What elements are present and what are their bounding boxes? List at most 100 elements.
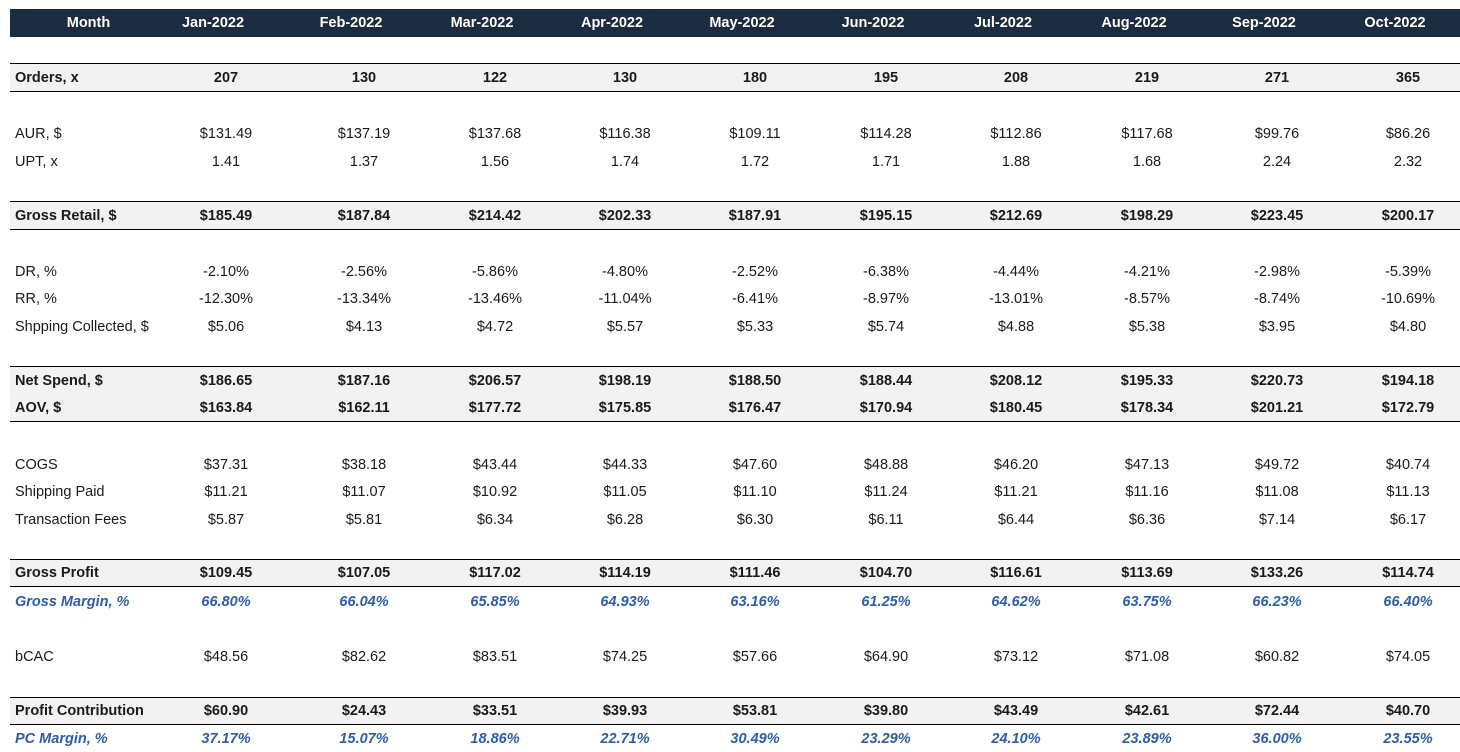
cell-cogs-apr-2022: $44.33 <box>602 456 648 473</box>
header-month-jun-2022: Jun-2022 <box>841 15 905 31</box>
row-label: Profit Contribution <box>15 703 144 719</box>
cell-transaction-fees-jun-2022: $6.11 <box>868 511 904 528</box>
cell-upt-x-jul-2022: 1.88 <box>1001 154 1031 170</box>
cell-gross-margin-jun-2022: 61.25% <box>861 594 911 610</box>
cell-cogs-jul-2022: $46.20 <box>993 456 1039 473</box>
cell-transaction-fees-oct-2022: $6.17 <box>1389 511 1427 528</box>
cell-orders-x-aug-2022: 219 <box>1134 69 1160 86</box>
cell-cogs-feb-2022: $38.18 <box>341 456 387 473</box>
cell-gross-retail-sep-2022: $223.45 <box>1250 207 1304 224</box>
cell-profit-contribution-aug-2022: $42.61 <box>1124 703 1170 719</box>
cell-net-spend-aug-2022: $195.33 <box>1120 373 1174 389</box>
cell-orders-x-jul-2022: 208 <box>1003 69 1029 86</box>
cell-rr-jan-2022: -12.30% <box>198 291 253 307</box>
cell-shpping-collected-may-2022: $5.33 <box>736 318 774 335</box>
cell-gross-retail-oct-2022: $200.17 <box>1381 207 1435 224</box>
cell-aov-oct-2022: $172.79 <box>1381 400 1435 416</box>
cell-net-spend-may-2022: $188.50 <box>728 373 782 389</box>
cell-profit-contribution-may-2022: $53.81 <box>732 703 778 719</box>
cell-upt-x-jun-2022: 1.71 <box>871 154 901 170</box>
cell-orders-x-jan-2022: 207 <box>213 69 239 86</box>
cell-pc-margin-may-2022: 30.49% <box>730 731 780 747</box>
cell-rr-aug-2022: -8.57% <box>1124 291 1170 307</box>
cell-net-spend-sep-2022: $220.73 <box>1250 373 1304 389</box>
cell-shipping-paid-mar-2022: $10.92 <box>472 484 518 500</box>
cell-dr-may-2022: -2.52% <box>732 263 778 280</box>
cell-aur-jun-2022: $114.28 <box>860 126 912 142</box>
cell-upt-x-oct-2022: 2.32 <box>1393 154 1423 170</box>
cell-gross-profit-aug-2022: $113.69 <box>1121 565 1173 581</box>
header-month-jul-2022: Jul-2022 <box>973 15 1033 31</box>
cell-shipping-paid-jan-2022: $11.21 <box>204 484 248 500</box>
row-rr: RR, % -12.30% -13.34% -13.46% -11.04% -6.41% -… <box>10 285 1460 313</box>
cell-net-spend-oct-2022: $194.18 <box>1381 373 1435 389</box>
cell-gross-retail-jan-2022: $185.49 <box>199 207 253 224</box>
row-dr: DR, % -2.10% -2.56% -5.86% -4.80% -2.52% -6.38… <box>10 258 1460 285</box>
row-label: UPT, x <box>15 154 58 170</box>
cell-transaction-fees-aug-2022: $6.36 <box>1128 511 1166 528</box>
cell-dr-jun-2022: -6.38% <box>863 263 909 280</box>
cell-upt-x-sep-2022: 2.24 <box>1262 154 1292 170</box>
cell-shipping-paid-jul-2022: $11.21 <box>994 484 1038 500</box>
cell-transaction-fees-may-2022: $6.30 <box>736 511 774 528</box>
cell-aov-sep-2022: $201.21 <box>1250 400 1304 416</box>
cell-transaction-fees-jul-2022: $6.44 <box>997 511 1035 528</box>
cell-dr-aug-2022: -4.21% <box>1124 263 1170 280</box>
cell-upt-x-mar-2022: 1.56 <box>480 154 510 170</box>
cell-gross-margin-apr-2022: 64.93% <box>600 594 650 610</box>
cell-upt-x-aug-2022: 1.68 <box>1132 154 1162 170</box>
row-cogs: COGS $37.31 $38.18 $43.44 $44.33 $47.60 $48.88… <box>10 451 1460 478</box>
cell-dr-oct-2022: -5.39% <box>1385 263 1431 280</box>
cell-gross-profit-sep-2022: $133.26 <box>1250 565 1304 581</box>
cell-gross-profit-oct-2022: $114.74 <box>1382 565 1434 581</box>
cell-gross-margin-aug-2022: 63.75% <box>1122 594 1172 610</box>
cell-profit-contribution-apr-2022: $39.93 <box>602 703 648 719</box>
row-upt-x: UPT, x 1.41 1.37 1.56 1.74 1.72 1.71 1.88 1.68 2.… <box>10 148 1460 176</box>
cell-rr-apr-2022: -11.04% <box>598 291 652 307</box>
cell-bcac-jun-2022: $64.90 <box>863 649 909 665</box>
row-label: Shipping Paid <box>15 484 105 500</box>
cell-transaction-fees-jan-2022: $5.87 <box>207 511 245 528</box>
cell-pc-margin-jun-2022: 23.29% <box>861 731 911 747</box>
row-label: Gross Retail, $ <box>15 207 117 224</box>
cell-shpping-collected-feb-2022: $4.13 <box>345 318 383 335</box>
cell-gross-margin-oct-2022: 66.40% <box>1383 594 1433 610</box>
cell-orders-x-feb-2022: 130 <box>351 69 377 86</box>
cell-gross-profit-apr-2022: $114.19 <box>599 565 651 581</box>
row-gross-retail: Gross Retail, $ $185.49 $187.84 $214.42 $202… <box>10 201 1460 230</box>
header-month-mar-2022: Mar-2022 <box>450 15 514 31</box>
cell-aur-may-2022: $109.11 <box>729 126 781 142</box>
cell-cogs-oct-2022: $40.74 <box>1385 456 1431 473</box>
cell-orders-x-sep-2022: 271 <box>1264 69 1290 86</box>
row-bcac: bCAC $48.56 $82.62 $83.51 $74.25 $57.66 $64.90… <box>10 643 1460 671</box>
cell-shpping-collected-apr-2022: $5.57 <box>606 318 644 335</box>
cell-cogs-jun-2022: $48.88 <box>863 456 909 473</box>
cell-aur-jul-2022: $112.86 <box>990 126 1042 142</box>
cell-aov-mar-2022: $177.72 <box>468 400 522 416</box>
row-transaction-fees: Transaction Fees $5.87 $5.81 $6.34 $6.28 $6.3… <box>10 506 1460 533</box>
cell-aur-apr-2022: $116.38 <box>599 126 651 142</box>
cell-aov-jan-2022: $163.84 <box>199 400 253 416</box>
cell-gross-margin-mar-2022: 65.85% <box>470 594 520 610</box>
cell-rr-mar-2022: -13.46% <box>467 291 522 307</box>
row-label: DR, % <box>15 263 57 280</box>
cell-transaction-fees-feb-2022: $5.81 <box>345 511 383 528</box>
cell-shipping-paid-apr-2022: $11.05 <box>603 484 647 500</box>
cell-net-spend-feb-2022: $187.16 <box>337 373 391 389</box>
cell-upt-x-apr-2022: 1.74 <box>610 154 640 170</box>
row-aur: AUR, $ $131.49 $137.19 $137.68 $116.38 $109.1… <box>10 120 1460 148</box>
cell-aur-aug-2022: $117.68 <box>1121 126 1173 142</box>
cell-rr-jun-2022: -8.97% <box>863 291 909 307</box>
cell-rr-oct-2022: -10.69% <box>1380 291 1435 307</box>
cell-net-spend-mar-2022: $206.57 <box>468 373 522 389</box>
cell-aov-jun-2022: $170.94 <box>859 400 913 416</box>
cell-orders-x-mar-2022: 122 <box>482 69 508 86</box>
cell-shpping-collected-mar-2022: $4.72 <box>476 318 514 335</box>
cell-gross-margin-sep-2022: 66.23% <box>1252 594 1302 610</box>
cell-gross-retail-mar-2022: $214.42 <box>468 207 522 224</box>
header-month-oct-2022: Oct-2022 <box>1364 15 1426 31</box>
cell-shipping-paid-feb-2022: $11.07 <box>342 484 386 500</box>
row-pc-margin: PC Margin, % 37.17% 15.07% 18.86% 22.71% 30.4… <box>10 726 1460 752</box>
cell-rr-may-2022: -6.41% <box>732 291 778 307</box>
cell-orders-x-jun-2022: 195 <box>873 69 899 86</box>
